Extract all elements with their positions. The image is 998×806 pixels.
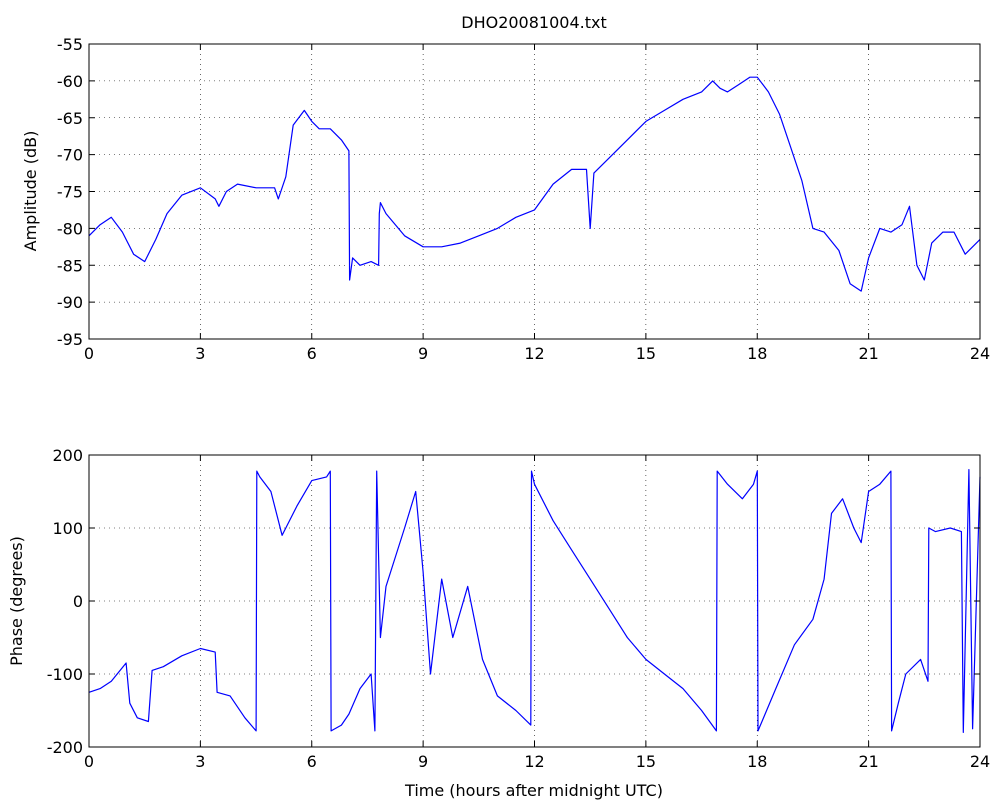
amplitude-ticks [88,43,981,340]
x-tick-label: 6 [307,752,317,771]
phase-series [88,469,981,734]
y-tick-label: -55 [57,35,83,54]
x-tick-label: 21 [858,752,878,771]
y-tick-label: -90 [57,293,83,312]
x-tick-label: 24 [970,344,990,363]
phase-y-tick-labels: -200 -100 0 100 200 [47,446,83,757]
y-tick-label: 0 [73,592,83,611]
x-tick-label: 21 [858,344,878,363]
series-line [88,469,981,734]
y-tick-label: -75 [57,183,83,202]
y-tick-label: -80 [57,219,83,238]
chart-title: DHO20081004.txt [461,13,606,32]
amplitude-y-axis-label: Amplitude (dB) [21,131,40,252]
x-tick-label: 0 [84,752,94,771]
y-tick-label: -65 [57,109,83,128]
x-tick-label: 6 [307,344,317,363]
x-tick-label: 12 [524,344,544,363]
y-tick-label: -95 [57,330,83,349]
y-tick-label: -60 [57,72,83,91]
phase-y-axis-label: Phase (degrees) [7,536,26,666]
phase-panel: 0 3 6 9 12 15 18 21 24 -200 -100 0 100 2… [7,446,990,800]
x-tick-label: 9 [418,752,428,771]
y-tick-label: -85 [57,256,83,275]
y-tick-label: -100 [47,665,83,684]
time-x-axis-label: Time (hours after midnight UTC) [404,781,663,800]
x-tick-label: 24 [970,752,990,771]
y-tick-label: 100 [52,519,83,538]
x-tick-label: 15 [636,344,656,363]
phase-x-tick-labels: 0 3 6 9 12 15 18 21 24 [84,752,990,771]
amplitude-grid [89,44,980,339]
x-tick-label: 18 [747,344,767,363]
amplitude-x-tick-labels: 0 3 6 9 12 15 18 21 24 [84,344,990,363]
y-tick-label: -70 [57,146,83,165]
x-tick-label: 15 [636,752,656,771]
phase-ticks [88,454,981,748]
series-line [88,76,981,292]
x-tick-label: 9 [418,344,428,363]
y-tick-label: -200 [47,738,83,757]
x-tick-label: 12 [524,752,544,771]
y-tick-label: 200 [52,446,83,465]
x-tick-label: 18 [747,752,767,771]
x-tick-label: 3 [195,752,205,771]
amplitude-y-tick-labels: -95 -90 -85 -80 -75 -70 -65 -60 -55 [57,35,83,349]
x-tick-label: 3 [195,344,205,363]
amplitude-series [88,76,981,292]
x-tick-label: 0 [84,344,94,363]
amplitude-panel: DHO20081004.txt 0 3 6 9 12 15 18 21 24 -… [21,13,990,363]
